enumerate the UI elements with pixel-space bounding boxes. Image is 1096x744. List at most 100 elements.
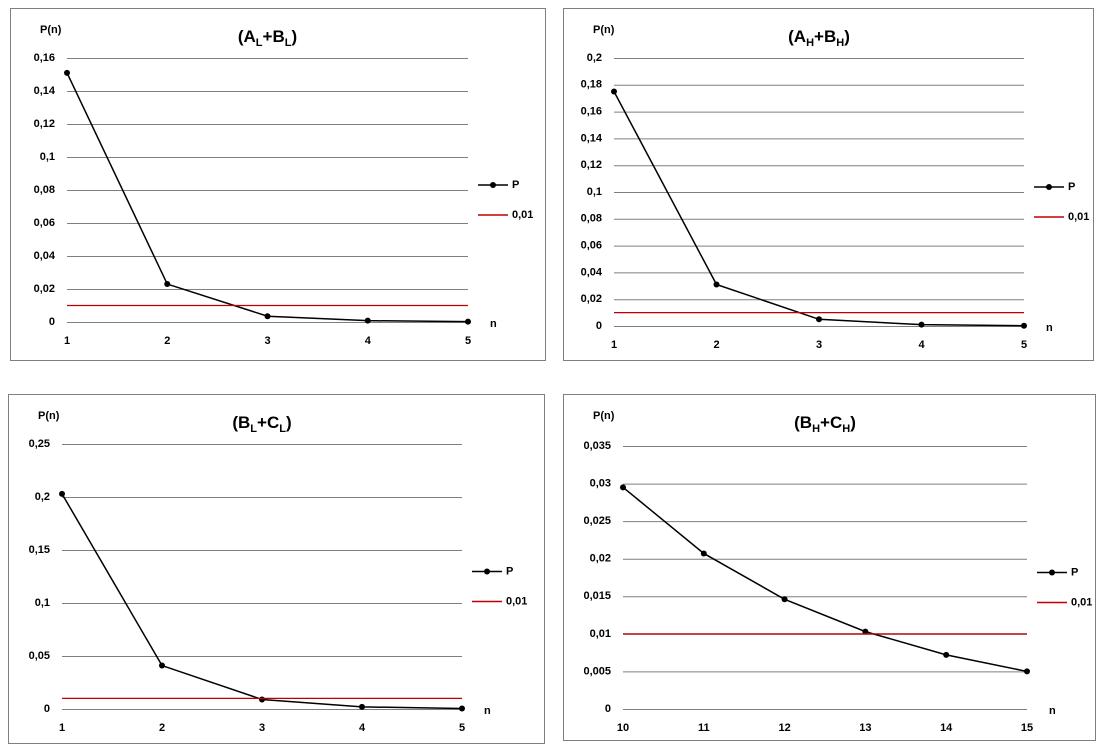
x-tick-label: 2 [713, 339, 719, 351]
panel-frame [563, 394, 1096, 741]
y-tick-label: 0,04 [34, 250, 56, 262]
data-point [459, 705, 465, 712]
y-tick-label: 0,25 [29, 438, 50, 450]
legend-label: P [512, 179, 519, 191]
x-tick-label: 4 [359, 722, 366, 734]
chart-panel: (AH+BH)P(n)n00,020,040,060,080,10,120,14… [563, 8, 1094, 361]
x-tick-label: 2 [159, 722, 165, 734]
data-point [359, 703, 365, 710]
y-tick-label: 0 [605, 703, 611, 715]
y-tick-label: 0,08 [34, 184, 55, 196]
x-tick-label: 1 [611, 339, 617, 351]
chart-title: (AH+BH) [788, 27, 850, 48]
title-part: H [812, 423, 820, 435]
title-part: ( [794, 413, 800, 432]
title-part: L [250, 423, 257, 435]
y-tick-label: 0,02 [34, 283, 55, 295]
y-tick-label: 0,035 [583, 440, 611, 452]
y-tick-label: 0 [49, 316, 55, 328]
y-tick-label: 0,005 [583, 665, 611, 677]
x-tick-label: 5 [1021, 339, 1027, 351]
data-point [781, 596, 788, 603]
x-tick-label: 5 [459, 722, 465, 734]
title-part: ) [286, 413, 292, 432]
title-part: L [279, 423, 286, 435]
y-tick-label: 0,2 [587, 52, 602, 64]
x-tick-label: 12 [778, 722, 790, 734]
x-axis-label: n [1046, 322, 1053, 334]
chart-title: (BL+CL) [232, 413, 291, 434]
legend-marker [1046, 184, 1052, 190]
data-point [1024, 668, 1030, 675]
y-tick-label: 0,03 [590, 477, 611, 489]
data-point [700, 550, 707, 557]
y-tick-label: 0,14 [34, 85, 56, 97]
panel-frame [563, 8, 1094, 361]
title-part: ( [788, 27, 794, 46]
x-tick-label: 1 [64, 335, 70, 347]
data-point [862, 628, 869, 635]
x-tick-label: 4 [918, 339, 925, 351]
y-tick-label: 0,2 [35, 491, 50, 503]
y-axis-label: P(n) [593, 24, 615, 36]
data-point [259, 696, 265, 703]
title-part: H [842, 423, 850, 435]
legend-label: P [1068, 181, 1075, 193]
legend-label: 0,01 [506, 595, 527, 607]
x-tick-label: 4 [365, 335, 372, 347]
title-part: L [256, 37, 263, 49]
title-part: H [836, 37, 844, 49]
y-tick-label: 0,02 [581, 293, 602, 305]
y-tick-label: 0,14 [581, 132, 603, 144]
data-point [164, 281, 171, 288]
title-part: ) [291, 27, 297, 46]
title-part: ( [238, 27, 244, 46]
title-part: ( [232, 413, 238, 432]
data-point [816, 316, 822, 323]
legend-marker [1049, 569, 1055, 576]
x-tick-label: 3 [264, 335, 270, 347]
x-axis-label: n [1049, 705, 1056, 717]
x-tick-label: 5 [465, 335, 471, 347]
y-tick-label: 0 [44, 703, 50, 715]
data-point [159, 662, 165, 669]
title-part: ) [844, 27, 850, 46]
chart-panel: (BL+CL)P(n)n00,050,10,150,20,251 2 3 4 5P0,0… [8, 394, 545, 744]
x-tick-label: 13 [859, 722, 871, 734]
title-part: + [263, 27, 273, 46]
legend-label: P [506, 565, 513, 577]
x-tick-label: 11 [698, 722, 710, 734]
data-point [64, 69, 70, 76]
legend-label: P [1071, 566, 1078, 578]
y-tick-label: 0 [596, 320, 602, 332]
x-tick-label: 2 [164, 335, 170, 347]
legend-label: 0,01 [512, 209, 533, 221]
legend-label: 0,01 [1068, 211, 1089, 223]
y-tick-label: 0,1 [35, 597, 50, 609]
y-tick-label: 0,01 [590, 628, 611, 640]
y-tick-label: 0,16 [34, 52, 55, 64]
y-axis-label: P(n) [593, 410, 615, 422]
series-line [622, 486, 1028, 673]
data-point [918, 321, 925, 328]
legend-label: 0,01 [1071, 596, 1092, 608]
y-tick-label: 0,06 [581, 240, 602, 252]
chart-title: (BH+CH) [794, 413, 856, 434]
y-axis-label: P(n) [40, 24, 62, 36]
data-point [611, 88, 617, 95]
title-part: + [820, 413, 830, 432]
data-point [465, 318, 471, 325]
y-tick-label: 0,12 [581, 159, 602, 171]
data-point [1021, 322, 1027, 329]
y-tick-label: 0,12 [34, 118, 55, 130]
y-tick-label: 0,08 [581, 213, 602, 225]
y-axis-label: P(n) [38, 410, 60, 422]
chart-panel: (BH+CH)P(n)n00,0050,010,0150,020,0250,03… [563, 394, 1096, 741]
panel-frame [10, 8, 546, 361]
title-part: B [800, 413, 812, 432]
x-tick-label: 3 [259, 722, 265, 734]
x-tick-label: 3 [816, 339, 822, 351]
y-tick-label: 0,18 [581, 79, 602, 91]
title-part: B [824, 27, 836, 46]
